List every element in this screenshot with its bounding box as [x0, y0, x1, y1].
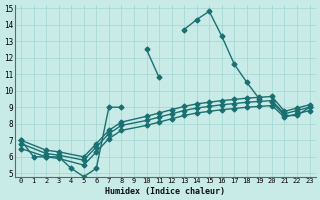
X-axis label: Humidex (Indice chaleur): Humidex (Indice chaleur) [105, 187, 225, 196]
